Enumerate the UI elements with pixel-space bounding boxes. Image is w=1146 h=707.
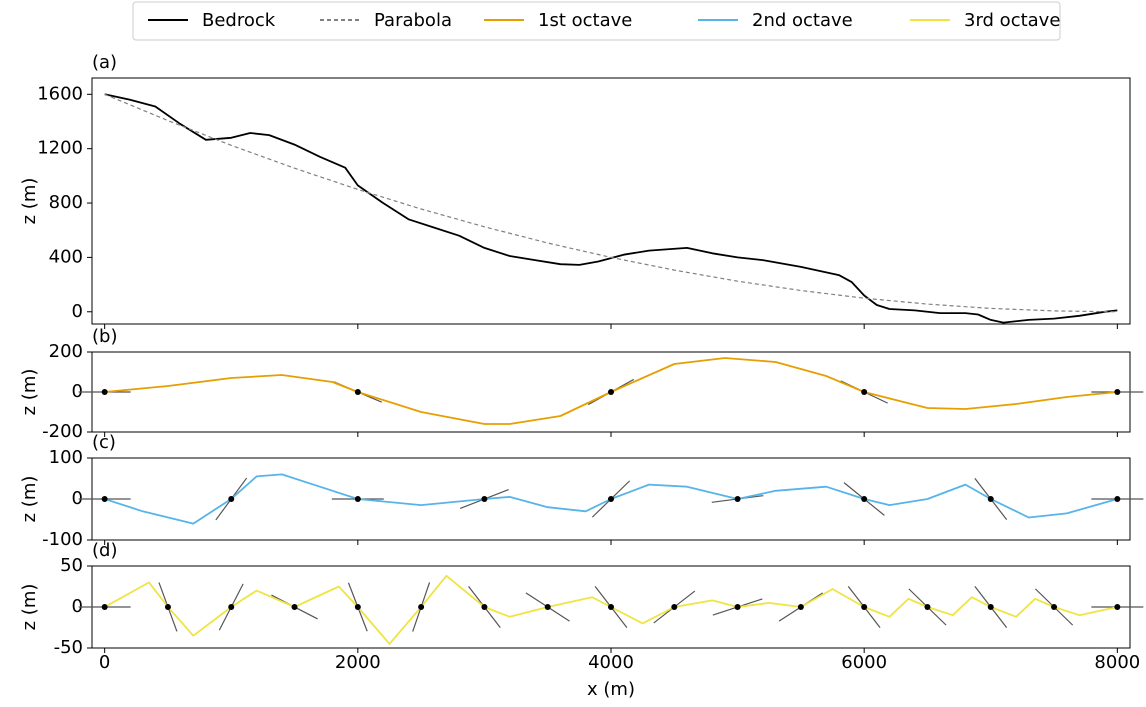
y-axis-label: z (m) [19, 584, 40, 631]
node-point [861, 604, 868, 610]
y-tick-label: 0 [72, 596, 83, 617]
y-axis-label: z (m) [19, 476, 40, 523]
node-point [797, 604, 804, 610]
node-point [164, 604, 171, 610]
y-tick-label: 800 [49, 192, 83, 213]
legend-label: 2nd octave [752, 10, 853, 31]
y-tick-label: 1600 [37, 83, 83, 104]
y-tick-label: 1200 [37, 138, 83, 159]
node-point [924, 604, 931, 610]
y-tick-label: -50 [54, 637, 83, 658]
x-tick-label: 6000 [841, 652, 887, 673]
panel-label: (d) [92, 540, 117, 561]
node-point [608, 604, 614, 610]
node-point [1051, 604, 1058, 610]
legend-label: Parabola [374, 10, 452, 31]
y-tick-label: -200 [42, 421, 83, 442]
x-tick-label: 0 [99, 652, 110, 673]
node-point [1114, 496, 1121, 502]
y-axis-label: z (m) [19, 178, 40, 225]
x-tick-label: 4000 [588, 652, 634, 673]
node-point [734, 604, 741, 610]
node-point [734, 496, 741, 502]
node-point [861, 496, 868, 502]
node-point [418, 604, 425, 610]
node-point [228, 496, 235, 502]
x-tick-label: 8000 [1094, 652, 1140, 673]
series-line [104, 93, 1118, 324]
y-axis-label: z (m) [19, 369, 40, 416]
node-point [861, 389, 868, 395]
node-point [987, 496, 994, 502]
series-line [104, 93, 1118, 313]
legend-label: 1st octave [538, 10, 632, 31]
node-point [481, 604, 488, 610]
legend-label: 3rd octave [964, 10, 1060, 31]
node-point [481, 496, 488, 502]
node-point [608, 496, 614, 502]
y-tick-label: 0 [72, 381, 83, 402]
node-point [101, 389, 108, 395]
legend-label: Bedrock [202, 10, 276, 31]
node-point [354, 389, 361, 395]
node-point [228, 604, 235, 610]
panel-label: (c) [92, 432, 116, 453]
y-tick-label: 0 [72, 301, 83, 322]
series-line [104, 574, 1118, 645]
node-point [101, 604, 108, 610]
y-tick-label: 400 [49, 246, 83, 267]
y-tick-label: -100 [42, 529, 83, 550]
y-tick-label: 0 [72, 488, 83, 509]
panel-label: (a) [92, 52, 117, 73]
node-point [544, 604, 551, 610]
x-axis-label: x (m) [587, 679, 635, 700]
node-point [671, 604, 678, 610]
node-point [987, 604, 994, 610]
y-tick-label: 100 [49, 447, 83, 468]
node-point [354, 604, 361, 610]
node-point [291, 604, 298, 610]
x-tick-label: 2000 [335, 652, 381, 673]
node-point [1114, 604, 1121, 610]
plot-frame [91, 77, 1131, 325]
node-point [354, 496, 361, 502]
panel-label: (b) [92, 326, 117, 347]
node-point [101, 496, 108, 502]
node-point [608, 389, 614, 395]
legend-box [132, 1, 1061, 41]
y-tick-label: 200 [49, 341, 83, 362]
node-point [1114, 389, 1121, 395]
y-tick-label: 50 [60, 555, 83, 576]
